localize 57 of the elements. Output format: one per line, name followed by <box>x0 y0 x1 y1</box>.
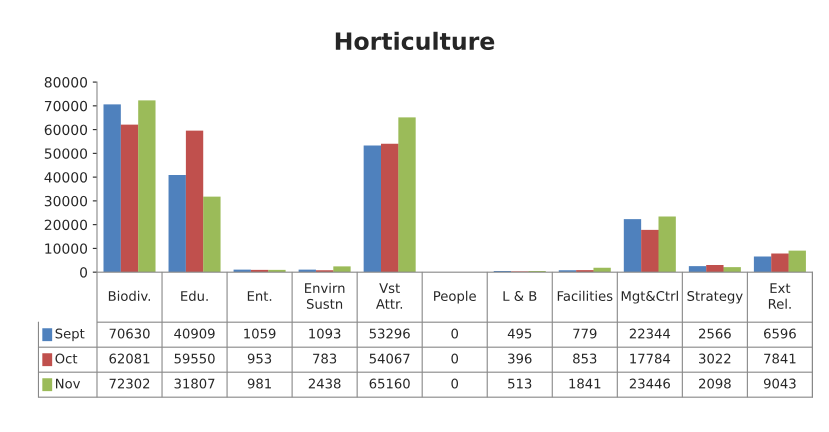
data-label: 54067 <box>370 354 410 364</box>
x-tick-label: Ent. <box>248 291 272 301</box>
data-label: 853 <box>573 354 596 364</box>
data-label: 0 <box>451 328 458 339</box>
x-tick-label: Envirn Sustn <box>305 282 344 309</box>
x-tick-label: Biodiv. <box>108 290 150 301</box>
y-tick-label: 50000 <box>44 148 88 159</box>
data-label: 72302 <box>110 378 150 389</box>
data-label: 2098 <box>699 378 731 389</box>
data-label: 2438 <box>308 378 341 389</box>
data-label: 65160 <box>370 378 410 389</box>
data-label: 59550 <box>174 354 215 364</box>
data-label: 23446 <box>630 378 670 389</box>
data-label: 7841 <box>764 354 796 364</box>
data-label: 1093 <box>309 328 340 339</box>
data-label: 22344 <box>630 328 670 339</box>
y-tick-label: 10000 <box>45 243 88 254</box>
data-label: 3022 <box>699 354 730 364</box>
data-label: 783 <box>313 354 336 364</box>
data-label: 0 <box>451 354 458 364</box>
data-label: 0 <box>451 378 458 389</box>
x-tick-label: People <box>434 290 476 304</box>
legend-label: Nov <box>56 378 80 389</box>
x-tick-label: Strategy <box>687 291 743 304</box>
y-tick-label: 60000 <box>44 124 88 136</box>
data-label: 779 <box>573 328 596 339</box>
x-tick-label: Edu. <box>181 290 208 301</box>
data-label: 2566 <box>699 328 731 339</box>
x-tick-label: Mgt&Ctrl <box>622 290 678 304</box>
x-tick-label: Facilities <box>558 290 612 301</box>
x-tick-label: L & B <box>504 291 536 301</box>
data-label: 6596 <box>764 328 796 339</box>
data-label: 53296 <box>370 328 410 339</box>
data-label: 31807 <box>174 378 214 389</box>
y-tick-label: 20000 <box>44 220 88 230</box>
legend-label: Oct <box>55 354 78 364</box>
x-tick-label: Vst Attr. <box>376 283 402 309</box>
data-label: 981 <box>248 378 271 389</box>
x-tick-label: Ext Rel. <box>768 283 791 309</box>
data-label: 495 <box>508 328 532 339</box>
y-tick-label: 30000 <box>44 196 88 206</box>
y-tick-label: 70000 <box>44 100 88 112</box>
legend-label: Sept <box>56 328 84 342</box>
y-tick-label: 80000 <box>44 77 88 88</box>
data-label: 17784 <box>630 354 670 364</box>
data-label: 62081 <box>109 354 150 364</box>
data-label: 1059 <box>244 328 276 339</box>
y-tick-label: 0 <box>80 267 88 278</box>
data-label: 953 <box>248 354 272 364</box>
data-label: 1841 <box>569 378 600 389</box>
data-label: 40909 <box>174 328 215 339</box>
data-label: 396 <box>508 354 532 364</box>
y-tick-label: 40000 <box>44 172 88 183</box>
chart-title: Horticulture <box>336 32 494 50</box>
data-label: 513 <box>508 378 532 389</box>
data-label: 9043 <box>764 378 796 389</box>
data-label: 70630 <box>110 328 150 339</box>
